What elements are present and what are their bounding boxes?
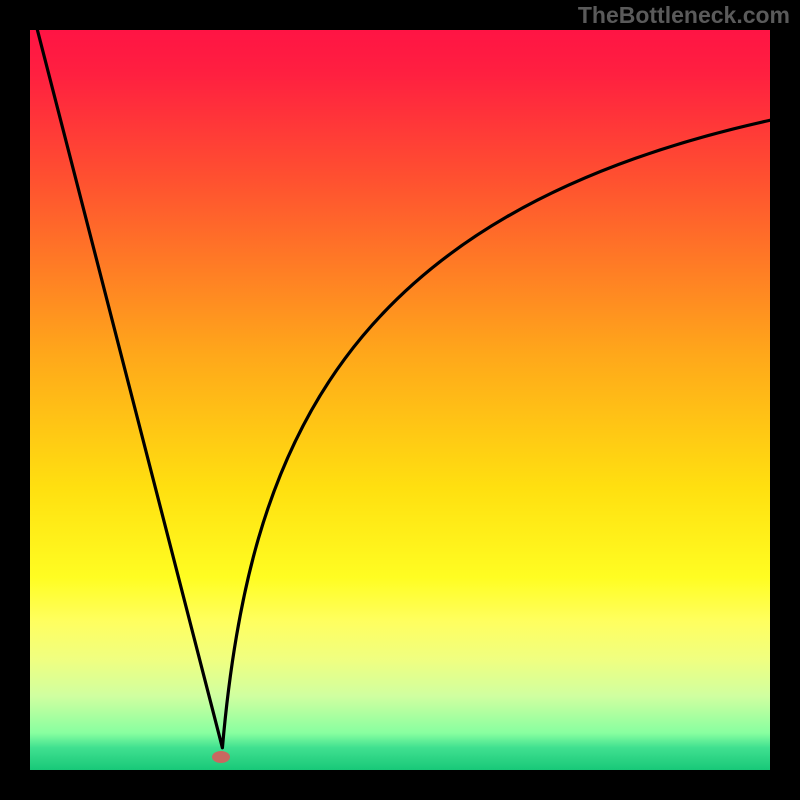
bottleneck-curve bbox=[30, 30, 770, 770]
minimum-marker bbox=[212, 751, 230, 763]
watermark-text: TheBottleneck.com bbox=[578, 2, 790, 29]
curve-path bbox=[37, 30, 770, 748]
chart-frame: TheBottleneck.com bbox=[0, 0, 800, 800]
plot-area bbox=[30, 30, 770, 770]
